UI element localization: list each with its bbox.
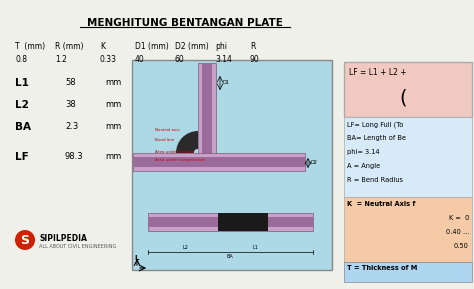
Text: 60: 60	[175, 55, 185, 64]
Text: 0.40 ...: 0.40 ...	[446, 229, 469, 235]
Text: L2: L2	[15, 100, 29, 110]
Text: mm: mm	[105, 122, 121, 131]
Bar	[132, 60, 332, 270]
Text: 2.3: 2.3	[65, 122, 78, 131]
Text: K: K	[100, 42, 105, 51]
Bar	[202, 63, 212, 155]
Text: 90: 90	[250, 55, 260, 64]
Text: phi= 3.14: phi= 3.14	[347, 149, 380, 155]
Text: 3.14: 3.14	[215, 55, 232, 64]
Text: 98.3: 98.3	[65, 152, 83, 161]
Text: 40: 40	[135, 55, 145, 64]
Text: R = Bend Radius: R = Bend Radius	[347, 177, 403, 183]
Text: Bend line: Bend line	[155, 138, 174, 142]
Text: BA= Length of Be: BA= Length of Be	[347, 135, 406, 141]
Text: S: S	[20, 234, 29, 247]
Bar	[133, 157, 305, 167]
Text: K =  0: K = 0	[448, 215, 469, 221]
Bar	[198, 63, 216, 155]
Text: D1 (mm): D1 (mm)	[135, 42, 169, 51]
Text: 0.50: 0.50	[454, 243, 469, 249]
Text: D2: D2	[311, 160, 318, 166]
Bar	[344, 62, 472, 117]
Text: LF: LF	[15, 152, 29, 162]
Text: L1: L1	[15, 78, 29, 88]
Text: L: L	[134, 255, 138, 261]
Bar	[344, 197, 472, 262]
Text: mm: mm	[105, 78, 121, 87]
Bar	[344, 117, 472, 197]
Text: LF= Long Full (To: LF= Long Full (To	[347, 121, 403, 127]
Text: LF = L1 + L2 +: LF = L1 + L2 +	[349, 68, 407, 77]
Text: K  = Neutral Axis f: K = Neutral Axis f	[347, 201, 415, 207]
Text: MENGHITUNG BENTANGAN PLATE: MENGHITUNG BENTANGAN PLATE	[87, 18, 283, 28]
Text: R: R	[250, 42, 255, 51]
Text: mm: mm	[105, 100, 121, 109]
Text: Neutral axis: Neutral axis	[155, 128, 180, 132]
Bar	[344, 262, 472, 282]
Text: BA: BA	[227, 254, 233, 259]
Text: (: (	[399, 88, 407, 107]
Text: 38: 38	[65, 100, 76, 109]
Text: L2: L2	[182, 245, 188, 250]
Text: 0.8: 0.8	[15, 55, 27, 64]
Text: Area under compression: Area under compression	[155, 158, 205, 162]
Text: 0.33: 0.33	[100, 55, 117, 64]
Wedge shape	[176, 131, 198, 153]
Text: D1: D1	[223, 81, 230, 86]
Text: R (mm): R (mm)	[55, 42, 83, 51]
Text: D2 (mm): D2 (mm)	[175, 42, 209, 51]
Text: phi: phi	[215, 42, 227, 51]
Text: 1.2: 1.2	[55, 55, 67, 64]
Text: T  (mm): T (mm)	[15, 42, 45, 51]
Bar	[218, 213, 268, 231]
Text: ALL ABOUT CIVIL ENGINEERING: ALL ABOUT CIVIL ENGINEERING	[39, 244, 116, 249]
Bar	[148, 213, 313, 231]
Bar	[133, 153, 305, 171]
Wedge shape	[194, 149, 198, 153]
Text: A = Angle: A = Angle	[347, 163, 380, 169]
Text: mm: mm	[105, 152, 121, 161]
Circle shape	[15, 230, 35, 250]
Text: Area under tension: Area under tension	[155, 150, 194, 154]
Text: T = Thickness of M: T = Thickness of M	[347, 265, 418, 271]
Text: 58: 58	[65, 78, 76, 87]
Text: BA: BA	[15, 122, 31, 132]
Text: L1: L1	[252, 245, 258, 250]
Bar	[148, 217, 313, 227]
Text: SIPILPEDIA: SIPILPEDIA	[39, 234, 87, 243]
